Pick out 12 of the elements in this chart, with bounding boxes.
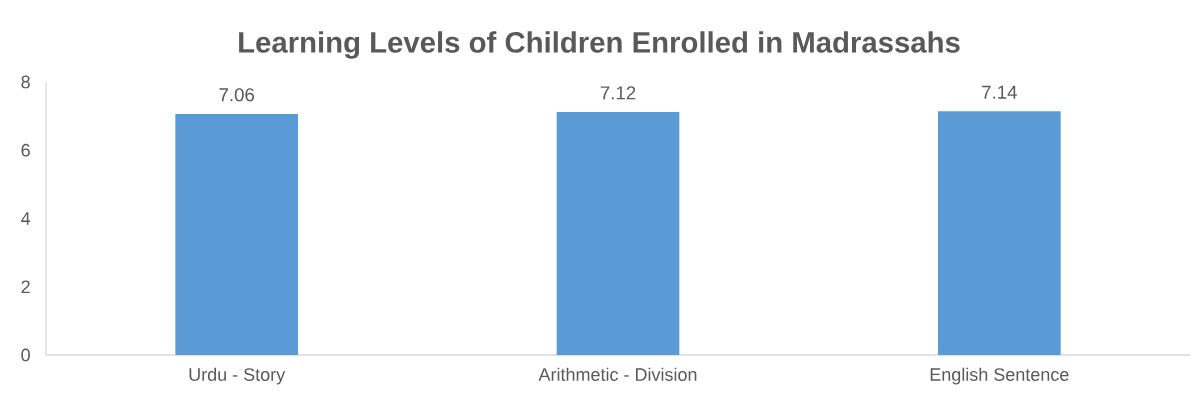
y-tick-label: 6	[21, 143, 30, 157]
data-label: 7.12	[600, 86, 636, 100]
x-tick-label: Arithmetic - Division	[538, 367, 697, 381]
y-tick-label: 8	[21, 75, 30, 89]
x-tick-label: Urdu - Story	[189, 367, 286, 385]
data-label: 7.06	[219, 88, 255, 102]
x-tick-label: English Sentence	[930, 367, 1069, 385]
data-label: 7.14	[982, 85, 1017, 99]
y-tick-label: 2	[21, 280, 30, 294]
y-tick-label: 4	[21, 212, 31, 225]
y-tick-label: 0	[21, 348, 30, 362]
chart-title: Learning Levels of Children Enrolled in Madrassahs	[239, 31, 960, 59]
